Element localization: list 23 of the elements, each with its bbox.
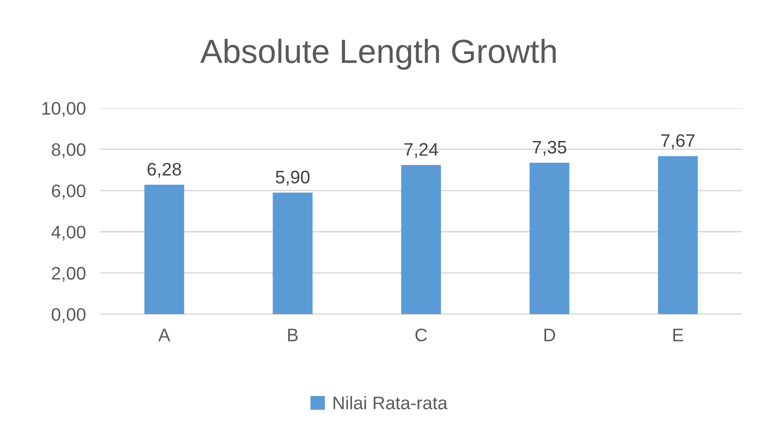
data-label: 5,90 [276,170,310,186]
bar [658,156,698,314]
bar [144,184,184,314]
x-tick-label: B [288,328,298,342]
y-tick-label: 4,00 [51,226,86,241]
y-tick-label: 0,00 [52,308,86,324]
x-tick-label: A [158,328,170,342]
bar [401,164,441,314]
bar [272,192,313,314]
y-tick-label: 6,00 [52,184,86,200]
y-tick-label: 2,00 [52,266,86,282]
x-tick-label: C [415,328,427,342]
x-tick-label: E [673,328,684,342]
data-label: 7,24 [404,143,438,158]
x-tick-label: D [544,328,556,342]
data-label: 7,67 [661,134,695,150]
data-label: 6,28 [148,162,182,178]
bar [530,162,570,314]
y-tick-label: 10,00 [42,102,86,117]
chart-title: Absolute Length Growth [200,38,556,70]
data-label: 7,35 [532,140,566,156]
y-tick-label: 8,00 [52,143,86,158]
legend-label: Nilai Rata-rata [334,396,448,410]
